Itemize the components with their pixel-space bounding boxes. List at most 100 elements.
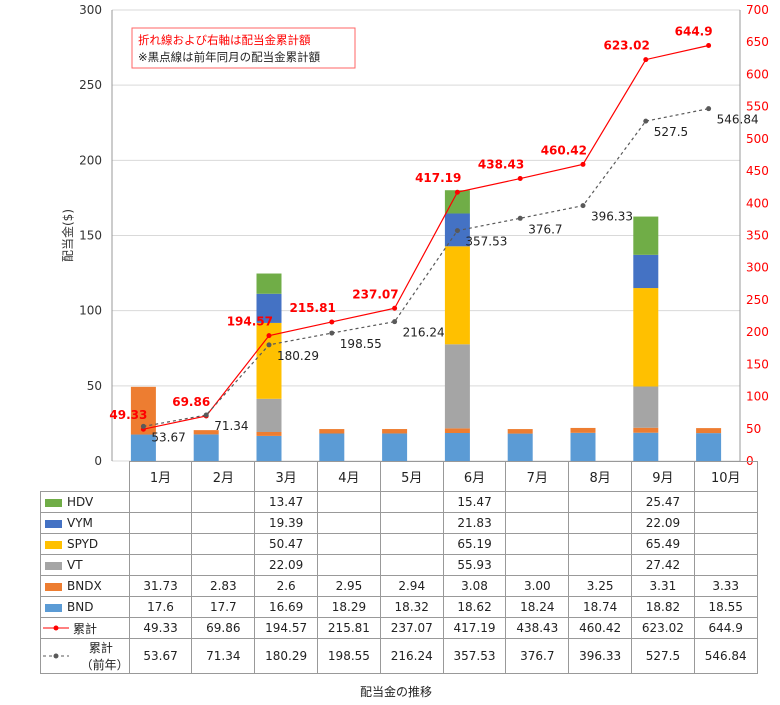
table-cell: 216.24 (379, 638, 444, 674)
table-header-month: 1月 (128, 461, 193, 492)
bar-bnd (507, 433, 533, 461)
table-cell (568, 512, 633, 534)
bar-bnd (382, 433, 408, 461)
table-cell: 31.73 (128, 575, 193, 597)
legend-vt: VT (40, 554, 130, 576)
data-label-prev-year: 53.67 (151, 430, 185, 444)
bar-bndx (507, 429, 533, 434)
data-label-cumulative: 69.86 (172, 395, 210, 409)
table-cell (317, 512, 381, 534)
y2-tick-label: 600 (746, 67, 769, 81)
line-point (454, 189, 460, 195)
bar-hdv (256, 273, 282, 294)
table-cell (379, 533, 444, 555)
data-label-cumulative: 623.02 (603, 39, 649, 53)
table-cell (379, 554, 444, 576)
table-cell: 55.93 (442, 554, 507, 576)
table-cell: 69.86 (191, 617, 256, 639)
table-cell (505, 491, 570, 513)
bar-vt (256, 398, 282, 433)
table-cell: 18.55 (693, 596, 758, 618)
table-header-month: 9月 (631, 461, 695, 492)
y-tick-label: 250 (79, 78, 102, 92)
data-table: 1月 2月 3月 4月 5月 6月 7月 8月 9月 10月 HDV 13.47 15.47 25.47 V… (40, 461, 758, 674)
table-header-month: 7月 (505, 461, 570, 492)
table-cell: 237.07 (379, 617, 444, 639)
bar-bndx (193, 430, 219, 435)
table-cell: 644.9 (693, 617, 758, 639)
legend-bndx: BNDX (40, 575, 130, 597)
table-cell (505, 533, 570, 555)
data-label-cumulative: 49.33 (109, 408, 147, 422)
line-cumulative (143, 44, 709, 430)
table-cell: 194.57 (254, 617, 319, 639)
table-cell (128, 512, 193, 534)
table-cell: 53.67 (128, 638, 193, 674)
table-cell (191, 554, 256, 576)
line-point (580, 203, 586, 209)
legend-swatch-icon (45, 498, 62, 507)
table-cell: 198.55 (317, 638, 381, 674)
legend-label: VYM (67, 516, 93, 530)
bar-bnd (193, 434, 219, 461)
table-header-month: 6月 (442, 461, 507, 492)
y2-tick-label: 550 (746, 100, 769, 114)
chart-title: 配当金の推移 (360, 685, 433, 699)
data-label-prev-year: 527.5 (654, 125, 688, 139)
table-cell: 17.6 (128, 596, 193, 618)
legend-spyd: SPYD (40, 533, 130, 555)
y2-tick-label: 200 (746, 325, 769, 339)
bar-spyd (444, 246, 470, 345)
data-label-cumulative: 215.81 (289, 301, 335, 315)
line-point (580, 161, 586, 167)
legend-vym: VYM (40, 512, 130, 534)
line-point (140, 423, 146, 429)
table-cell: 17.7 (191, 596, 256, 618)
line-point (517, 176, 523, 182)
y2-tick-label: 350 (746, 229, 769, 243)
table-cell (693, 491, 758, 513)
table-cell: 2.95 (317, 575, 381, 597)
line-point (643, 118, 649, 124)
data-label-prev-year: 198.55 (340, 337, 382, 351)
y2-tick-label: 500 (746, 132, 769, 146)
y2-tick-label: 400 (746, 196, 769, 210)
table-cell: 65.19 (442, 533, 507, 555)
data-label-prev-year: 216.24 (403, 326, 445, 340)
bar-bnd (633, 432, 659, 461)
table-cell (568, 491, 633, 513)
line-point (392, 305, 398, 311)
bar-hdv (633, 216, 659, 255)
line-point (706, 43, 712, 49)
y2-tick-label: 450 (746, 164, 769, 178)
data-label-prev-year: 396.33 (591, 210, 633, 224)
table-cell (505, 554, 570, 576)
table-cell: 180.29 (254, 638, 319, 674)
bar-bnd (696, 433, 722, 461)
legend-label: BND (67, 600, 94, 614)
data-label-prev-year: 357.53 (465, 235, 507, 249)
table-cell (379, 491, 444, 513)
line-point (266, 333, 272, 339)
table-cell (568, 533, 633, 555)
y-tick-label: 200 (79, 153, 102, 167)
table-cell: 438.43 (505, 617, 570, 639)
table-row: VYM 19.39 21.83 22.09 (40, 512, 758, 534)
table-cell: 18.32 (379, 596, 444, 618)
legend-label: VT (67, 558, 83, 572)
table-cell: 357.53 (442, 638, 507, 674)
bar-vt (444, 344, 470, 429)
legend-prev-year-cumulative: 累計 （前年） (40, 638, 130, 674)
table-cell: 21.83 (442, 512, 507, 534)
table-cell: 3.33 (693, 575, 758, 597)
bar-bndx (256, 432, 282, 436)
data-label-prev-year: 180.29 (277, 349, 319, 363)
table-cell: 71.34 (191, 638, 256, 674)
y2-tick-label: 250 (746, 293, 769, 307)
bar-hdv (444, 190, 470, 214)
table-cell: 18.82 (631, 596, 695, 618)
line-point (203, 412, 209, 418)
table-cell: 22.09 (631, 512, 695, 534)
table-cell: 22.09 (254, 554, 319, 576)
